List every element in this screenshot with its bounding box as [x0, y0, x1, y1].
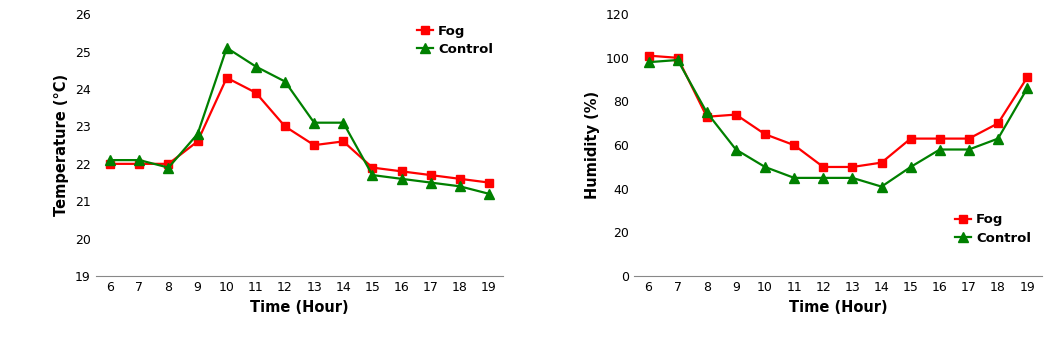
Fog — [308, 143, 321, 147]
Control — [759, 165, 772, 169]
Fog — [279, 124, 291, 129]
Fog — [729, 113, 742, 117]
Control — [424, 181, 437, 185]
Line: Control: Control — [105, 43, 493, 198]
Control — [163, 165, 175, 170]
Fog — [933, 137, 946, 141]
Line: Control: Control — [644, 56, 1032, 191]
Line: Fog: Fog — [106, 74, 493, 187]
Fog — [250, 91, 263, 95]
Fog — [104, 162, 117, 166]
Fog — [395, 169, 408, 173]
Fog — [220, 76, 233, 80]
Control — [788, 176, 800, 180]
Fog — [905, 137, 917, 141]
Control — [846, 176, 859, 180]
Fog — [1020, 75, 1033, 80]
Control — [701, 110, 713, 115]
Control — [671, 58, 684, 62]
Control — [220, 46, 233, 50]
Control — [250, 64, 263, 69]
Control — [992, 137, 1005, 141]
Fog — [642, 53, 655, 58]
Legend: Fog, Control: Fog, Control — [412, 21, 496, 60]
Fog — [992, 121, 1005, 125]
Control — [962, 147, 975, 152]
Fog — [701, 115, 713, 119]
X-axis label: Time (Hour): Time (Hour) — [789, 299, 888, 315]
Line: Fog: Fog — [644, 52, 1031, 171]
Fog — [962, 137, 975, 141]
Fog — [366, 165, 378, 170]
Control — [1020, 86, 1033, 91]
Fog — [671, 56, 684, 60]
Fog — [816, 165, 829, 169]
Control — [875, 184, 888, 189]
Fog — [759, 132, 772, 136]
Fog — [191, 139, 204, 143]
Fog — [337, 139, 350, 143]
Control — [905, 165, 917, 169]
Control — [642, 60, 655, 64]
Y-axis label: Temperature (°C): Temperature (°C) — [54, 74, 69, 216]
Control — [337, 121, 350, 125]
Fog — [163, 162, 175, 166]
Control — [279, 79, 291, 84]
Control — [483, 192, 495, 196]
Control — [308, 121, 321, 125]
Fog — [424, 173, 437, 177]
Control — [395, 177, 408, 181]
Control — [133, 158, 146, 162]
Control — [729, 147, 742, 152]
Control — [191, 132, 204, 136]
Control — [454, 184, 467, 188]
Fog — [454, 177, 467, 181]
Fog — [483, 181, 495, 185]
X-axis label: Time (Hour): Time (Hour) — [250, 299, 349, 315]
Control — [816, 176, 829, 180]
Y-axis label: Humidity (%): Humidity (%) — [585, 91, 600, 199]
Fog — [788, 143, 800, 147]
Control — [933, 147, 946, 152]
Fog — [875, 160, 888, 165]
Fog — [846, 165, 859, 169]
Legend: Fog, Control: Fog, Control — [951, 209, 1035, 249]
Control — [104, 158, 117, 162]
Fog — [133, 162, 146, 166]
Control — [366, 173, 378, 177]
